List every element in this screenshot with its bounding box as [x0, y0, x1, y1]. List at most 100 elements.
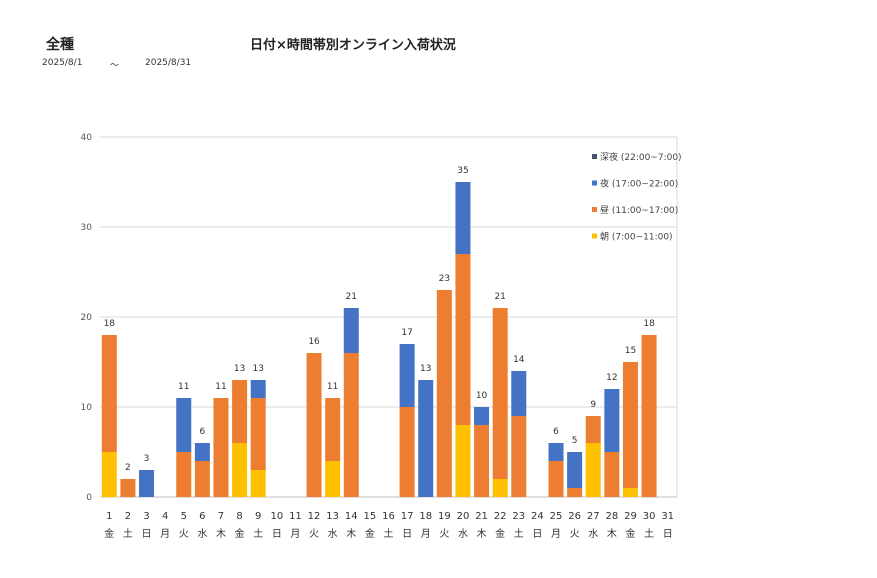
data-label: 12 — [606, 373, 617, 383]
x-weekday-label: 木 — [607, 528, 617, 540]
bar-segment-夜 — [250, 380, 266, 398]
data-label: 6 — [200, 427, 206, 437]
bar-segment-朝 — [455, 425, 471, 497]
legend-label: 昼 (11:00~17:00) — [600, 205, 678, 216]
x-tick-label: 9 — [255, 511, 261, 522]
date-separator: ～ — [110, 61, 120, 71]
data-label: 10 — [476, 391, 488, 401]
bar-segment-夜 — [511, 371, 527, 416]
x-weekday-label: 日 — [142, 529, 152, 540]
bar-segment-昼 — [604, 452, 620, 497]
data-label: 13 — [420, 364, 431, 374]
bar-segment-昼 — [436, 290, 452, 497]
data-label: 21 — [346, 292, 357, 302]
x-tick-label: 15 — [364, 511, 377, 522]
x-weekday-label: 土 — [384, 527, 394, 540]
data-label: 18 — [104, 319, 116, 329]
bar-segment-昼 — [567, 488, 583, 497]
x-tick-label: 3 — [143, 511, 149, 522]
y-tick-label: 20 — [81, 313, 93, 323]
data-label: 17 — [401, 328, 412, 338]
x-weekday-label: 木 — [216, 528, 226, 540]
legend-swatch — [592, 180, 597, 186]
x-weekday-label: 金 — [235, 527, 245, 540]
y-tick-label: 40 — [81, 133, 93, 143]
x-weekday-label: 火 — [570, 528, 580, 540]
bar-segment-昼 — [343, 353, 359, 497]
bar-segment-夜 — [176, 398, 192, 452]
bar-segment-昼 — [250, 398, 266, 470]
bar-segment-昼 — [622, 362, 638, 488]
x-weekday-label: 金 — [625, 527, 635, 540]
bar-segment-昼 — [194, 461, 210, 497]
x-tick-label: 25 — [550, 511, 563, 522]
data-label: 3 — [144, 454, 150, 464]
x-weekday-label: 金 — [365, 527, 375, 540]
x-tick-label: 24 — [531, 511, 544, 522]
data-label: 18 — [643, 319, 655, 329]
bar-segment-夜 — [474, 407, 490, 425]
x-weekday-label: 土 — [253, 527, 263, 540]
bar-segment-朝 — [622, 488, 638, 497]
bar-segment-朝 — [232, 443, 248, 497]
data-label: 23 — [439, 274, 450, 284]
x-tick-label: 20 — [457, 511, 470, 522]
x-tick-label: 30 — [643, 511, 656, 522]
data-label: 21 — [494, 292, 505, 302]
data-label: 35 — [457, 166, 468, 176]
x-tick-label: 5 — [181, 511, 187, 522]
legend-swatch — [592, 207, 597, 212]
bar-segment-昼 — [306, 353, 322, 497]
legend-swatch — [592, 154, 597, 159]
bar-segment-昼 — [399, 407, 415, 497]
bar-segment-昼 — [120, 479, 136, 497]
bar-segment-朝 — [325, 461, 341, 497]
bar-segment-昼 — [455, 254, 471, 425]
x-tick-label: 17 — [401, 511, 414, 522]
bar-segment-昼 — [101, 335, 117, 452]
data-label: 14 — [513, 355, 525, 365]
x-tick-label: 8 — [236, 511, 242, 522]
data-label: 13 — [252, 364, 263, 374]
data-label: 16 — [308, 337, 320, 347]
bar-segment-夜 — [604, 389, 620, 452]
bar-segment-昼 — [232, 380, 248, 443]
x-tick-label: 28 — [605, 511, 618, 522]
data-label: 6 — [553, 427, 559, 437]
bar-segment-夜 — [194, 443, 210, 461]
bar-segment-昼 — [474, 425, 490, 497]
bar-segment-昼 — [325, 398, 341, 461]
x-tick-label: 27 — [587, 511, 600, 522]
x-tick-label: 22 — [494, 511, 507, 522]
legend-label: 深夜 (22:00~7:00) — [600, 151, 682, 163]
bar-segment-昼 — [511, 416, 527, 497]
data-label: 13 — [234, 364, 245, 374]
x-weekday-label: 火 — [309, 528, 319, 540]
legend-swatch — [592, 233, 597, 239]
chart-title: 日付×時間帯別オンライン入荷状況 — [250, 38, 456, 53]
legend-label: 朝 (7:00~11:00) — [600, 232, 673, 243]
data-label: 11 — [178, 382, 189, 392]
x-weekday-label: 金 — [495, 527, 505, 540]
x-tick-label: 21 — [475, 511, 488, 522]
bar-segment-昼 — [641, 335, 657, 497]
x-weekday-label: 水 — [588, 528, 598, 540]
bar-segment-夜 — [567, 452, 583, 488]
y-tick-label: 0 — [86, 493, 92, 503]
y-tick-label: 10 — [81, 403, 93, 413]
category-label: 全種 — [46, 37, 74, 53]
bar-segment-朝 — [492, 479, 508, 497]
x-weekday-label: 月 — [551, 528, 561, 540]
bar-segment-夜 — [343, 308, 359, 353]
data-label: 2 — [125, 463, 131, 473]
x-tick-label: 31 — [661, 511, 674, 522]
bar-segment-夜 — [455, 182, 471, 254]
x-tick-label: 2 — [125, 511, 131, 522]
x-weekday-label: 金 — [104, 527, 114, 540]
x-tick-label: 19 — [438, 511, 451, 522]
x-tick-label: 12 — [308, 511, 321, 522]
x-tick-label: 11 — [289, 511, 302, 522]
x-tick-label: 26 — [568, 511, 581, 522]
x-weekday-label: 月 — [421, 528, 431, 540]
x-tick-label: 29 — [624, 511, 637, 522]
